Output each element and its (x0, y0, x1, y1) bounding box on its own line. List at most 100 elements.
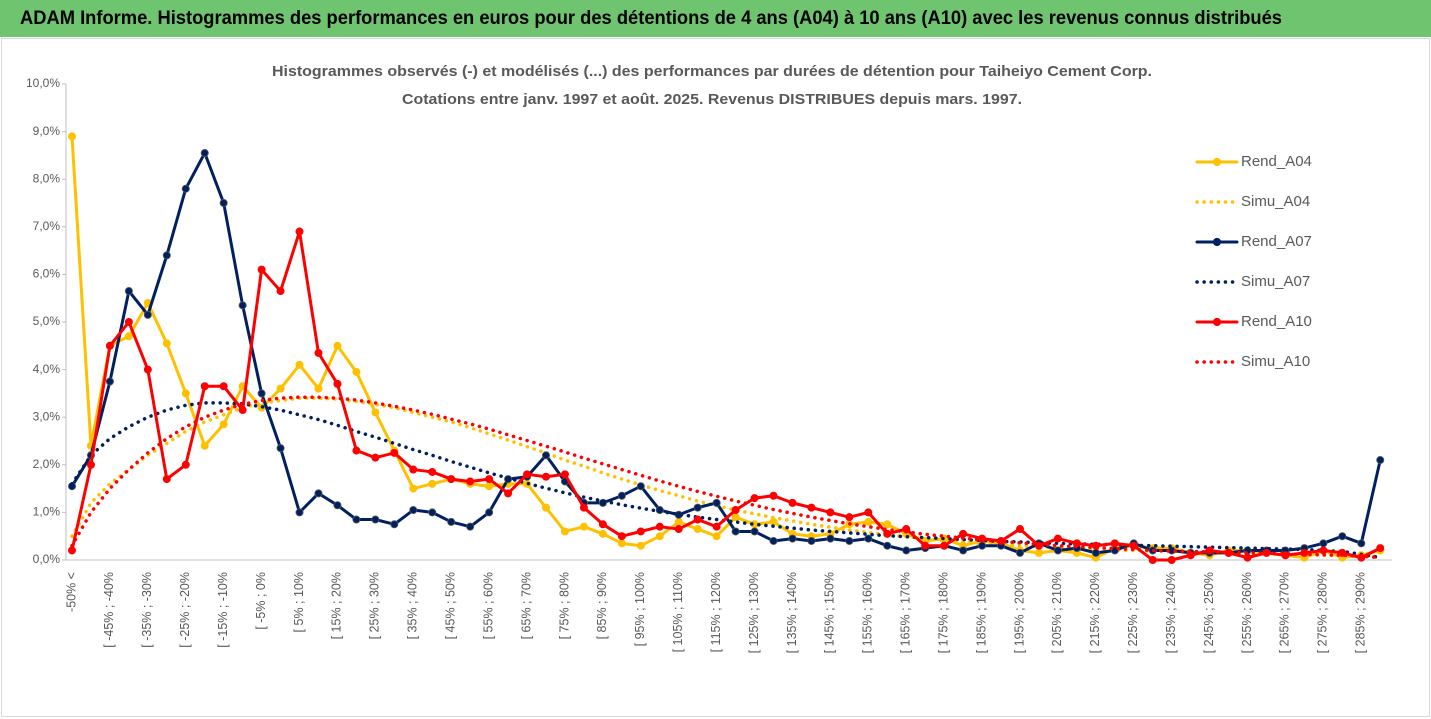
point (826, 508, 835, 517)
point (542, 503, 551, 512)
point (86, 460, 95, 469)
point (674, 525, 683, 534)
point (466, 522, 475, 531)
point (295, 227, 304, 236)
point (200, 382, 209, 391)
point (333, 379, 342, 388)
point (1357, 539, 1366, 548)
x-tick-label: [ -5% ; 0% (254, 572, 268, 630)
point (807, 503, 816, 512)
point (352, 515, 361, 524)
x-tick-label: [ 85% ; 90% (595, 572, 609, 639)
y-tick-label: 3,0% (33, 409, 61, 423)
point (731, 527, 740, 536)
point (1110, 539, 1119, 548)
x-tick-label: [ 175% ; 180% (936, 572, 950, 653)
point (295, 360, 304, 369)
point (523, 470, 532, 479)
point (940, 541, 949, 550)
point (105, 377, 114, 386)
x-tick-label: [ 25% ; 30% (368, 572, 382, 639)
point (143, 310, 152, 319)
legend-label: Rend_A10 (1241, 313, 1312, 330)
point (598, 529, 607, 538)
point (560, 527, 569, 536)
point (200, 441, 209, 450)
x-tick-label: [ 105% ; 110% (671, 572, 685, 652)
point (333, 341, 342, 350)
point (428, 467, 437, 476)
point (1148, 556, 1157, 565)
x-tick-label: [ 65% ; 70% (519, 572, 533, 639)
point (579, 522, 588, 531)
x-tick-label: [ 215% ; 220% (1088, 572, 1102, 653)
x-tick-label: [ 95% ; 100% (633, 572, 647, 646)
point (409, 506, 418, 515)
point (1376, 456, 1385, 465)
point (902, 546, 911, 555)
point (124, 317, 133, 326)
point (864, 534, 873, 543)
point (560, 470, 569, 479)
point (447, 517, 456, 526)
point (978, 541, 987, 550)
point (1376, 544, 1385, 553)
point (143, 365, 152, 374)
point (693, 525, 702, 534)
chart-frame (1, 38, 1430, 717)
y-tick-label: 8,0% (33, 171, 61, 185)
model-line (70, 395, 1382, 560)
point (105, 341, 114, 350)
point (921, 541, 930, 550)
point (845, 513, 854, 522)
point (409, 465, 418, 474)
x-tick-label: [ -35% ; -30% (140, 572, 154, 648)
point (466, 477, 475, 486)
point (864, 508, 873, 517)
point (162, 251, 171, 260)
point (181, 389, 190, 398)
point (371, 408, 380, 417)
y-tick-label: 6,0% (33, 267, 61, 281)
point (731, 513, 740, 522)
point (674, 517, 683, 526)
x-tick-label: [ 35% ; 40% (406, 572, 420, 639)
point (712, 532, 721, 541)
point (447, 475, 456, 484)
x-tick-label: [ 5% ; 10% (292, 572, 306, 632)
legend-label: Simu_A04 (1241, 193, 1310, 210)
x-tick-label: [ -15% ; -10% (216, 572, 230, 648)
point (371, 453, 380, 462)
x-tick-label: [ 225% ; 230% (1126, 572, 1140, 653)
x-tick-label: [ 135% ; 140% (785, 572, 799, 653)
point (276, 444, 285, 453)
point (276, 384, 285, 393)
point (428, 508, 437, 517)
legend-label: Simu_A10 (1241, 353, 1310, 370)
point (162, 475, 171, 484)
point (68, 546, 77, 555)
point (1016, 525, 1025, 534)
y-tick-label: 7,0% (33, 219, 61, 233)
y-tick-label: 0,0% (33, 552, 61, 566)
legend-marker (1212, 237, 1222, 247)
x-tick-label: [ 205% ; 210% (1050, 572, 1064, 653)
point (712, 498, 721, 507)
point (750, 494, 759, 503)
point (864, 517, 873, 526)
x-tick-label: [ 275% ; 280% (1316, 572, 1330, 653)
x-tick-label: [ 255% ; 260% (1240, 572, 1254, 653)
point (636, 482, 645, 491)
point (1053, 534, 1062, 543)
point (257, 265, 266, 274)
point (788, 498, 797, 507)
point (390, 520, 399, 529)
point (485, 482, 494, 491)
point (1186, 551, 1195, 560)
point (1319, 539, 1328, 548)
point (731, 506, 740, 515)
point (1319, 546, 1328, 555)
point (124, 287, 133, 296)
point (409, 484, 418, 493)
point (352, 367, 361, 376)
